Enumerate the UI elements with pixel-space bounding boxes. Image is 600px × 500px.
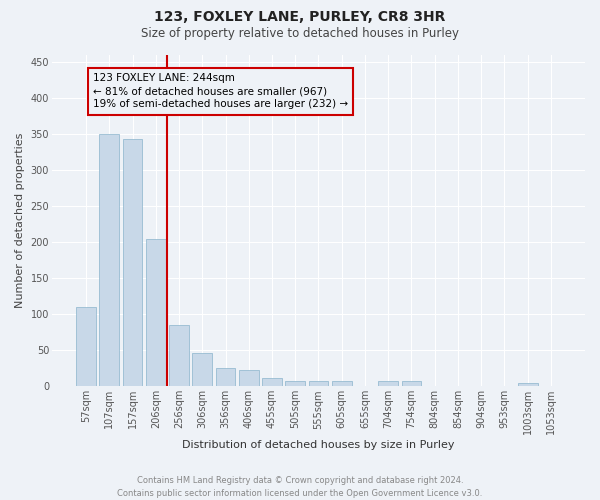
Bar <box>215 368 235 386</box>
Text: 123, FOXLEY LANE, PURLEY, CR8 3HR: 123, FOXLEY LANE, PURLEY, CR8 3HR <box>154 10 446 24</box>
Bar <box>379 380 398 386</box>
Bar <box>239 370 259 386</box>
Bar <box>76 307 96 386</box>
Text: Size of property relative to detached houses in Purley: Size of property relative to detached ho… <box>141 28 459 40</box>
Y-axis label: Number of detached properties: Number of detached properties <box>15 133 25 308</box>
Bar <box>146 238 166 386</box>
Bar <box>401 380 421 386</box>
Text: Contains HM Land Registry data © Crown copyright and database right 2024.
Contai: Contains HM Land Registry data © Crown c… <box>118 476 482 498</box>
Text: 123 FOXLEY LANE: 244sqm
← 81% of detached houses are smaller (967)
19% of semi-d: 123 FOXLEY LANE: 244sqm ← 81% of detache… <box>93 73 348 110</box>
Bar <box>286 380 305 386</box>
Bar <box>332 380 352 386</box>
Bar <box>122 140 142 386</box>
Bar <box>308 380 328 386</box>
Bar <box>169 325 189 386</box>
Bar <box>100 134 119 386</box>
X-axis label: Distribution of detached houses by size in Purley: Distribution of detached houses by size … <box>182 440 455 450</box>
Bar <box>193 353 212 386</box>
Bar <box>262 378 282 386</box>
Bar <box>518 382 538 386</box>
